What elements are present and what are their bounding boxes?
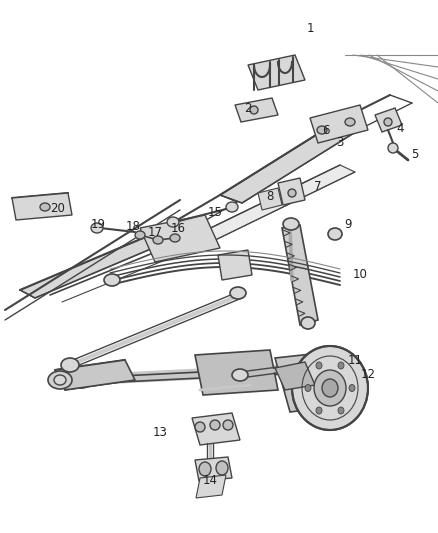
Polygon shape xyxy=(258,188,282,210)
Ellipse shape xyxy=(328,228,342,240)
Ellipse shape xyxy=(338,362,344,369)
Ellipse shape xyxy=(349,384,355,392)
Text: 14: 14 xyxy=(202,473,218,487)
Ellipse shape xyxy=(292,346,368,430)
Polygon shape xyxy=(55,360,135,390)
Ellipse shape xyxy=(384,118,392,126)
Ellipse shape xyxy=(195,422,205,432)
Text: 17: 17 xyxy=(148,225,162,238)
Ellipse shape xyxy=(73,374,91,388)
Text: 12: 12 xyxy=(360,367,375,381)
Polygon shape xyxy=(275,352,345,412)
Text: 4: 4 xyxy=(396,122,404,134)
Ellipse shape xyxy=(288,189,296,197)
Polygon shape xyxy=(235,98,278,122)
Text: 15: 15 xyxy=(208,206,223,219)
Polygon shape xyxy=(310,105,368,143)
Ellipse shape xyxy=(283,218,299,230)
Ellipse shape xyxy=(317,126,327,134)
Text: 2: 2 xyxy=(244,101,252,115)
Polygon shape xyxy=(192,413,240,445)
Text: 3: 3 xyxy=(336,135,344,149)
Ellipse shape xyxy=(61,358,79,372)
Text: 20: 20 xyxy=(50,201,65,214)
Ellipse shape xyxy=(314,370,346,406)
Ellipse shape xyxy=(338,407,344,414)
Text: 16: 16 xyxy=(170,222,186,235)
Polygon shape xyxy=(282,225,318,325)
Ellipse shape xyxy=(316,362,322,369)
Ellipse shape xyxy=(135,231,145,239)
Polygon shape xyxy=(248,55,305,90)
Polygon shape xyxy=(220,120,362,203)
Ellipse shape xyxy=(388,143,398,153)
Polygon shape xyxy=(275,362,315,390)
Ellipse shape xyxy=(322,379,338,397)
Ellipse shape xyxy=(223,420,233,430)
Ellipse shape xyxy=(210,420,220,430)
Ellipse shape xyxy=(232,369,248,381)
Ellipse shape xyxy=(40,203,50,211)
Ellipse shape xyxy=(153,236,163,244)
Polygon shape xyxy=(12,193,72,220)
Polygon shape xyxy=(20,233,172,298)
Text: 8: 8 xyxy=(266,190,274,204)
Text: 7: 7 xyxy=(314,181,322,193)
Text: 11: 11 xyxy=(347,353,363,367)
Polygon shape xyxy=(218,250,252,280)
Text: 18: 18 xyxy=(126,220,141,232)
Text: 5: 5 xyxy=(411,149,419,161)
Ellipse shape xyxy=(226,202,238,212)
Text: 1: 1 xyxy=(306,21,314,35)
Polygon shape xyxy=(220,120,362,202)
Polygon shape xyxy=(190,165,355,245)
Ellipse shape xyxy=(48,371,72,389)
Polygon shape xyxy=(196,475,226,498)
Ellipse shape xyxy=(216,461,228,475)
Ellipse shape xyxy=(345,118,355,126)
Ellipse shape xyxy=(91,223,103,233)
Polygon shape xyxy=(195,350,278,395)
Polygon shape xyxy=(195,457,232,481)
Polygon shape xyxy=(140,215,220,262)
Text: 19: 19 xyxy=(91,219,106,231)
Ellipse shape xyxy=(54,375,66,385)
Ellipse shape xyxy=(305,384,311,392)
Text: 6: 6 xyxy=(322,124,330,136)
Ellipse shape xyxy=(301,317,315,329)
Text: 9: 9 xyxy=(344,217,352,230)
Text: 13: 13 xyxy=(152,425,167,439)
Ellipse shape xyxy=(250,106,258,114)
Text: 10: 10 xyxy=(353,269,367,281)
Polygon shape xyxy=(375,108,402,132)
Ellipse shape xyxy=(104,274,120,286)
Polygon shape xyxy=(278,178,305,205)
Ellipse shape xyxy=(230,287,246,299)
Ellipse shape xyxy=(167,217,179,227)
Ellipse shape xyxy=(170,234,180,242)
Ellipse shape xyxy=(199,462,211,476)
Ellipse shape xyxy=(316,407,322,414)
